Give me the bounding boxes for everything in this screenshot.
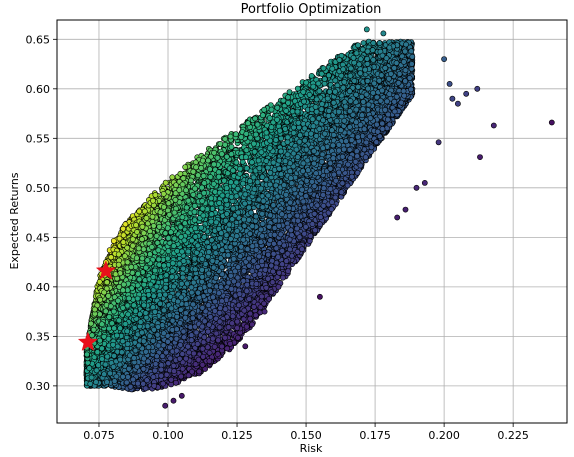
chart-title: Portfolio Optimization xyxy=(241,2,382,17)
points-layer xyxy=(83,26,555,409)
scatter-point xyxy=(308,73,315,79)
